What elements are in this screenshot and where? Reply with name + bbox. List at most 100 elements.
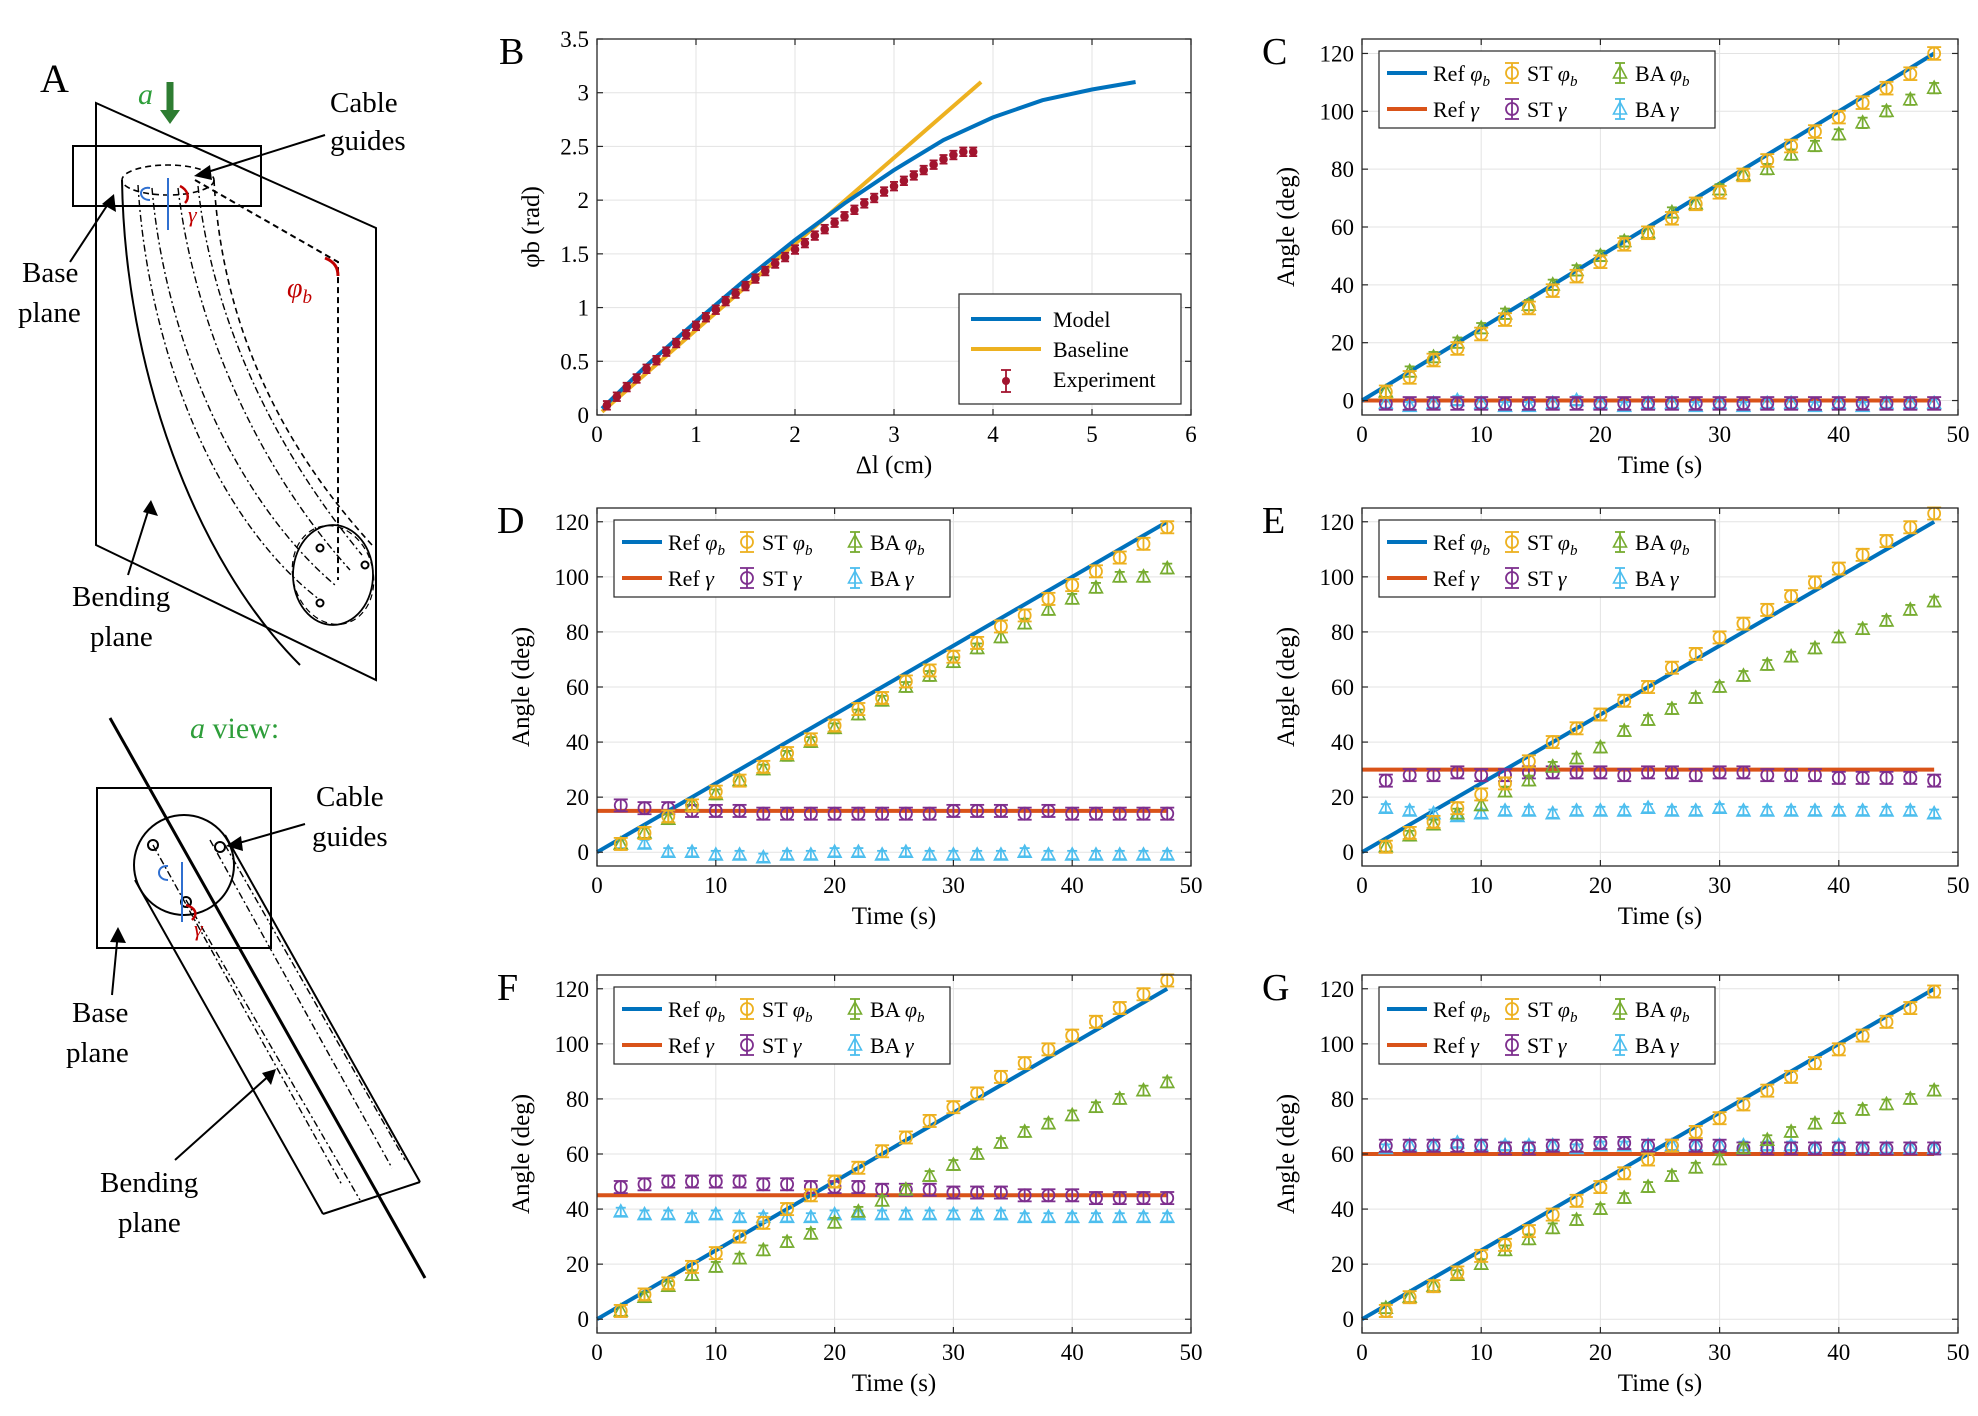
legend-box bbox=[613, 986, 951, 1065]
ba-gamma-marker bbox=[1088, 1208, 1104, 1224]
ba-gamma-marker bbox=[1568, 1139, 1585, 1155]
st-gamma-marker bbox=[1879, 1141, 1894, 1156]
st-gamma-marker bbox=[1641, 765, 1655, 780]
ba-phi-marker bbox=[1111, 568, 1128, 583]
legend-label: Ref φb bbox=[1433, 997, 1490, 1026]
ba-gamma-marker bbox=[826, 843, 843, 859]
experiment-point bbox=[691, 321, 701, 331]
st-phi-marker bbox=[1474, 1248, 1489, 1263]
ba-phi-marker bbox=[1425, 816, 1442, 831]
y-axis-label: φb (rad) bbox=[518, 186, 545, 268]
experiment-point bbox=[711, 305, 721, 315]
view-arrow-label: a bbox=[138, 78, 153, 111]
experiment-point bbox=[632, 374, 641, 383]
cable-bottom-1 bbox=[152, 844, 343, 1186]
st-gamma-marker bbox=[1855, 1141, 1870, 1156]
st-phi-marker bbox=[780, 746, 794, 760]
st-phi-marker bbox=[1903, 1001, 1918, 1015]
st-phi-marker bbox=[1831, 110, 1846, 124]
st-phi-marker bbox=[803, 1188, 818, 1203]
experiment-point bbox=[929, 160, 938, 169]
experiment-point bbox=[612, 392, 622, 402]
experiment-point bbox=[721, 296, 731, 306]
ba-phi-marker bbox=[1854, 114, 1871, 129]
ba-phi-marker bbox=[1926, 1081, 1943, 1097]
st-gamma-marker bbox=[1402, 1138, 1417, 1153]
st-gamma-marker bbox=[1927, 1141, 1942, 1156]
legend-box bbox=[613, 519, 951, 598]
base-plane-label-top: Base bbox=[22, 257, 78, 289]
ba-phi-marker bbox=[1902, 91, 1919, 106]
st-gamma-marker bbox=[851, 1180, 866, 1194]
y-tick-label: 120 bbox=[1320, 510, 1355, 535]
base-plane-label-bottom: Base bbox=[72, 997, 128, 1029]
st-phi-marker bbox=[946, 649, 961, 664]
st-gamma-marker bbox=[1498, 396, 1512, 411]
y-axis-label: Angle (deg) bbox=[508, 1094, 535, 1214]
ba-gamma-marker bbox=[1040, 1208, 1057, 1224]
ba-phi-marker bbox=[684, 1266, 700, 1281]
x-tick-label: 6 bbox=[1185, 422, 1197, 447]
legend-marker bbox=[1612, 533, 1628, 548]
cable-guides-leader-bottom bbox=[231, 823, 306, 846]
x-tick-label: 10 bbox=[1470, 1340, 1493, 1365]
st-phi-marker bbox=[1545, 1207, 1560, 1222]
st-gamma-marker bbox=[1831, 1141, 1846, 1156]
y-tick-label: 0 bbox=[1343, 1307, 1355, 1332]
y-tick-label: 100 bbox=[555, 1032, 590, 1057]
ba-phi-marker bbox=[1640, 711, 1656, 726]
legend-marker bbox=[847, 569, 863, 584]
st-phi-marker bbox=[1402, 1290, 1417, 1305]
st-phi-marker bbox=[851, 1160, 866, 1175]
st-phi-marker bbox=[1474, 327, 1489, 341]
st-phi-marker bbox=[994, 619, 1008, 634]
st-gamma-marker bbox=[827, 806, 842, 821]
st-phi-marker bbox=[1498, 776, 1512, 791]
x-tick-label: 40 bbox=[1061, 873, 1084, 898]
x-tick-label: 20 bbox=[1589, 422, 1612, 447]
legend-label: BA γ bbox=[870, 1033, 915, 1058]
st-phi-marker bbox=[1760, 153, 1775, 168]
st-phi-marker bbox=[1855, 1028, 1870, 1043]
x-tick-label: 0 bbox=[1356, 422, 1368, 447]
top-gamma-label: γ bbox=[188, 202, 198, 227]
st-gamma-marker bbox=[922, 1182, 937, 1197]
st-gamma-marker bbox=[1017, 806, 1032, 821]
ba-phi-marker bbox=[969, 1145, 986, 1160]
st-phi-marker bbox=[1593, 1180, 1608, 1194]
x-tick-label: 20 bbox=[1589, 1340, 1612, 1365]
st-gamma-marker bbox=[1136, 806, 1151, 821]
st-phi-marker bbox=[898, 674, 913, 689]
cable-bottom-3 bbox=[224, 844, 406, 1161]
st-phi-marker bbox=[661, 809, 676, 824]
ba-phi-marker bbox=[1807, 1115, 1823, 1130]
ba-phi-marker bbox=[1854, 1101, 1871, 1116]
ba-phi-marker bbox=[993, 1134, 1009, 1149]
x-tick-label: 50 bbox=[1180, 1340, 1203, 1365]
ba-gamma-marker bbox=[1377, 799, 1394, 814]
x-tick-label: 3 bbox=[888, 422, 900, 447]
x-axis-label: Time (s) bbox=[1618, 1370, 1703, 1397]
st-phi-marker bbox=[1736, 616, 1751, 631]
ba-phi-marker bbox=[660, 810, 677, 825]
st-phi-marker bbox=[756, 759, 771, 774]
st-phi-marker bbox=[946, 1100, 961, 1115]
panel-letter-a: A bbox=[40, 56, 69, 101]
legend-marker bbox=[1505, 535, 1519, 549]
cable-guides-arrowhead-top bbox=[194, 165, 212, 180]
st-phi-marker bbox=[1498, 312, 1512, 327]
st-phi-marker bbox=[708, 1246, 723, 1261]
legend-label: Ref φb bbox=[1433, 530, 1490, 559]
ba-phi-marker bbox=[1064, 1106, 1081, 1122]
st-gamma-marker bbox=[1903, 1141, 1918, 1156]
st-gamma-marker bbox=[1593, 1136, 1608, 1150]
ba-phi-marker bbox=[1064, 590, 1081, 605]
st-phi-marker bbox=[1521, 754, 1536, 769]
legend-label-experiment: Experiment bbox=[1053, 367, 1156, 392]
y-tick-label: 100 bbox=[1320, 1032, 1355, 1057]
st-phi-marker bbox=[708, 784, 723, 799]
bending-plane-label-bottom: Bending bbox=[100, 1167, 198, 1199]
legend-marker bbox=[740, 535, 754, 549]
ba-phi-marker bbox=[1521, 1230, 1537, 1246]
ba-phi-marker bbox=[1544, 758, 1561, 773]
